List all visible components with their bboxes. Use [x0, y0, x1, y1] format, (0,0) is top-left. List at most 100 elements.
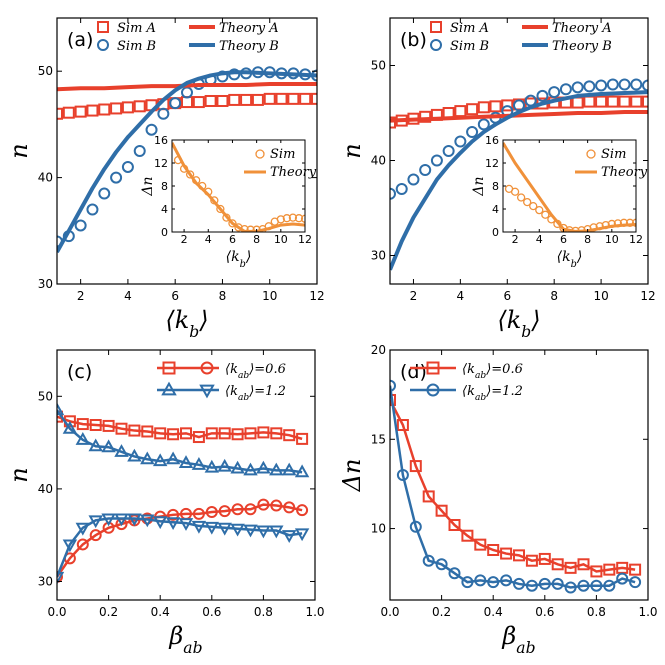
data-point-sim-b [430, 154, 443, 167]
y-tick-label: 10 [371, 522, 386, 536]
data-point--k-ab-1-2-lower [62, 539, 78, 553]
data-point--k-ab-1-2-lower [191, 520, 207, 534]
data-point--k-ab-0-6-upper [231, 428, 244, 441]
y-tick-label: 20 [371, 343, 386, 357]
plot-area [57, 402, 310, 585]
data-point--k-ab-1-2-upper [243, 462, 258, 476]
data-point--k-ab-0-6-upper [102, 419, 115, 432]
data-point--k-ab-0-6 [577, 558, 590, 571]
y-tick-label: 50 [38, 389, 53, 403]
data-point-sim-a [240, 93, 253, 106]
x-tick-label: 6 [503, 289, 511, 303]
inset-sim-point [282, 214, 292, 223]
inset-x-label: ⟨kb⟩ [226, 249, 252, 270]
legend-swatch-marker [430, 39, 442, 51]
legend-swatch-marker [200, 361, 214, 375]
legend-swatch-marker [426, 383, 440, 397]
data-point--k-ab-1-2-upper [217, 458, 232, 472]
data-point--k-ab-1-2 [525, 579, 538, 592]
y-tick-label: 40 [371, 154, 386, 168]
data-point--k-ab-0-6-upper [141, 425, 154, 438]
data-point--k-ab-0-6-upper [296, 432, 309, 445]
y-tick-label: 8 [161, 180, 168, 193]
x-tick-label: 8 [253, 233, 260, 246]
data-point--k-ab-1-2-upper [114, 444, 129, 457]
data-point--k-ab-1-2-upper [165, 451, 181, 465]
x-tick-label: 4 [205, 233, 212, 246]
data-point--k-ab-0-6-lower [205, 506, 218, 519]
y-tick-label: 40 [38, 171, 53, 185]
data-point--k-ab-0-6-lower [296, 504, 309, 517]
data-point--k-ab-1-2 [474, 574, 487, 587]
y-tick-label: 8 [492, 180, 499, 193]
x-tick-label: 12 [309, 289, 324, 303]
series-line--k-ab-0-6-upper [57, 415, 303, 441]
panel-label: (c) [67, 361, 92, 383]
series-line-theory-b [390, 90, 648, 271]
data-point-sim-a [57, 107, 63, 120]
y-axis-label: Δn [338, 459, 366, 493]
data-point--k-ab-1-2-lower [152, 516, 168, 530]
series-line--k-ab-1-2 [390, 385, 636, 589]
data-point-sim-b [630, 78, 643, 91]
y-tick-label: 0 [161, 226, 168, 239]
data-point--k-ab-1-2-upper [101, 439, 116, 453]
data-point-sim-b [618, 78, 631, 91]
data-point--k-ab-0-6 [474, 538, 487, 551]
data-point--k-ab-1-2 [577, 579, 590, 592]
data-point-sim-b [157, 107, 170, 120]
data-point-sim-a [630, 95, 643, 108]
chart-panel-c: 0.0 0.2 0.4 0.6 0.8 1.0 30 40 50 βab n (c) ⟨kab⟩=0.6… [5, 349, 325, 657]
data-point--k-ab-1-2-lower [75, 522, 91, 536]
data-point-sim-a [228, 93, 241, 106]
legend-label: Sim B [450, 39, 489, 54]
data-point--k-ab-1-2-lower [243, 524, 258, 538]
data-point--k-ab-1-2-lower [269, 525, 284, 539]
inset-legend-label: Sim [601, 147, 626, 162]
data-point--k-ab-1-2-lower [294, 528, 310, 542]
inset-theory-line [172, 142, 305, 232]
data-point--k-ab-0-6-upper [192, 431, 205, 444]
data-point--k-ab-1-2 [538, 577, 551, 590]
x-axis-label: βab [501, 622, 535, 657]
plot-area [390, 379, 642, 594]
data-point-sim-b [536, 89, 549, 102]
data-point-sim-a [181, 96, 193, 109]
legend-swatch-marker [199, 384, 215, 399]
series-line--k-ab-0-6 [390, 399, 636, 573]
inset-sim-point [571, 226, 580, 232]
data-point--k-ab-1-2 [513, 577, 525, 590]
x-tick-label: 0.0 [47, 605, 66, 619]
data-point--k-ab-1-2-lower [57, 571, 65, 585]
data-point-sim-a [571, 96, 584, 109]
data-point--k-ab-0-6-lower [167, 508, 180, 521]
data-point-sim-b [390, 187, 396, 200]
data-point--k-ab-0-6-upper [167, 428, 180, 441]
inset-sim-point [185, 170, 195, 179]
inset-background [503, 140, 636, 232]
data-point--k-ab-0-6-lower [231, 503, 244, 516]
data-point--k-ab-1-2-upper [204, 459, 220, 473]
data-point-sim-a [275, 92, 288, 105]
x-tick-label: 1.0 [305, 605, 324, 619]
data-point-sim-b [477, 118, 490, 131]
data-point--k-ab-0-6-upper [76, 418, 89, 431]
inset-sim-point [516, 193, 526, 202]
inset-sim-point [216, 204, 225, 214]
data-point-sim-a [204, 94, 217, 107]
legend: ⟨kab⟩=0.6 ⟨kab⟩=1.2 [410, 361, 523, 403]
inset-sim-point [631, 218, 636, 227]
x-tick-label: 1.0 [638, 605, 657, 619]
x-tick-label: 0.6 [535, 605, 554, 619]
data-point--k-ab-1-2-lower [88, 515, 103, 529]
inset-sim-point [613, 219, 623, 228]
inset-legend: Sim Theory [244, 147, 317, 180]
data-point--k-ab-0-6-upper [89, 419, 102, 431]
legend-label: Theory A [219, 21, 279, 36]
data-point--k-ab-1-2-upper [281, 462, 297, 476]
inset-sim-point [264, 222, 273, 231]
data-point-sim-a [390, 116, 396, 129]
data-point-sim-a [595, 95, 608, 108]
y-tick-label: 15 [371, 432, 386, 446]
